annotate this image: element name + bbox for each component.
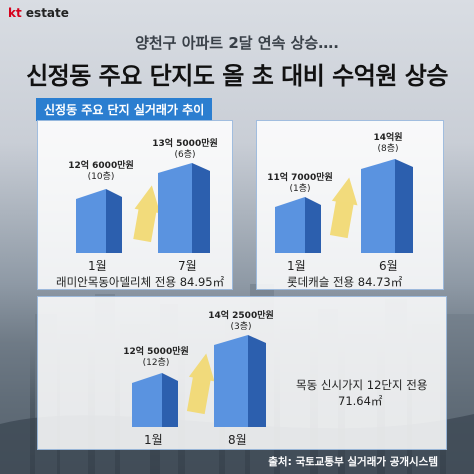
- after-month: 8월: [228, 433, 247, 447]
- kt-estate-logo: kt estate: [8, 6, 69, 20]
- page-subtitle: 양천구 아파트 2달 연속 상승….: [135, 34, 339, 52]
- before-month: 1월: [144, 433, 163, 447]
- after-floor: (6층): [174, 150, 196, 160]
- section-tag: 신정동 주요 단지 실거래가 추이: [36, 98, 213, 121]
- after-floor: (8층): [377, 144, 399, 154]
- before-month: 1월: [287, 259, 306, 273]
- after-price-block: 14억 2500만원 (3층): [204, 311, 278, 333]
- before-floor: (10층): [87, 172, 115, 182]
- complex-name-line1: 목동 신시가지 12단지 전용: [296, 378, 428, 392]
- building-after-icon: [158, 163, 210, 253]
- after-price-block: 13억 5000만원 (6층): [150, 139, 220, 161]
- building-before-icon: [76, 189, 122, 253]
- after-month: 7월: [178, 259, 197, 273]
- after-price-block: 14억원 (8층): [353, 133, 423, 155]
- before-floor: (1층): [289, 184, 311, 194]
- complex-card-1: 12억 6000만원 (10층) 13억 5000만원 (6층) 1월 7월 래…: [37, 120, 233, 290]
- complex-name-line2: 71.64㎡: [338, 394, 383, 408]
- before-price: 12억 5000만원: [123, 347, 189, 357]
- before-price-block: 11억 7000만원 (1층): [265, 173, 335, 195]
- after-floor: (3층): [230, 322, 252, 332]
- arrow-up-icon: [186, 353, 215, 415]
- complex-name: 롯데캐슬 전용 84.73㎡: [287, 275, 403, 289]
- before-price-block: 12억 6000만원 (10층): [66, 161, 136, 183]
- arrow-up-icon: [329, 177, 358, 239]
- after-price: 13억 5000만원: [152, 139, 218, 149]
- complex-card-3: 12억 5000만원 (12층) 14억 2500만원 (3층) 1월 8월 목…: [37, 296, 447, 450]
- building-before-icon: [132, 373, 178, 427]
- building-before-icon: [275, 197, 321, 253]
- complex-name: 래미안목동아델리체 전용 84.95㎡: [56, 275, 225, 289]
- building-after-icon: [361, 159, 413, 253]
- before-floor: (12층): [142, 358, 170, 368]
- before-price-block: 12억 5000만원 (12층): [120, 347, 192, 369]
- before-month: 1월: [88, 259, 107, 273]
- before-price: 11억 7000만원: [267, 173, 333, 183]
- brand-kt: kt: [8, 6, 22, 20]
- after-price: 14억 2500만원: [208, 311, 274, 321]
- page-title: 신정동 주요 단지도 올 초 대비 수억원 상승: [26, 62, 448, 90]
- building-after-icon: [214, 335, 266, 427]
- after-month: 6월: [379, 259, 398, 273]
- arrow-up-icon: [133, 185, 161, 243]
- after-price: 14억원: [373, 133, 403, 143]
- complex-card-2: 11억 7000만원 (1층) 14억원 (8층) 1월 6월 롯데캐슬 전용 …: [256, 120, 444, 290]
- source-note: 출처: 국토교통부 실거래가 공개시스템: [268, 456, 438, 468]
- before-price: 12억 6000만원: [68, 161, 134, 171]
- brand-estate: estate: [25, 6, 69, 20]
